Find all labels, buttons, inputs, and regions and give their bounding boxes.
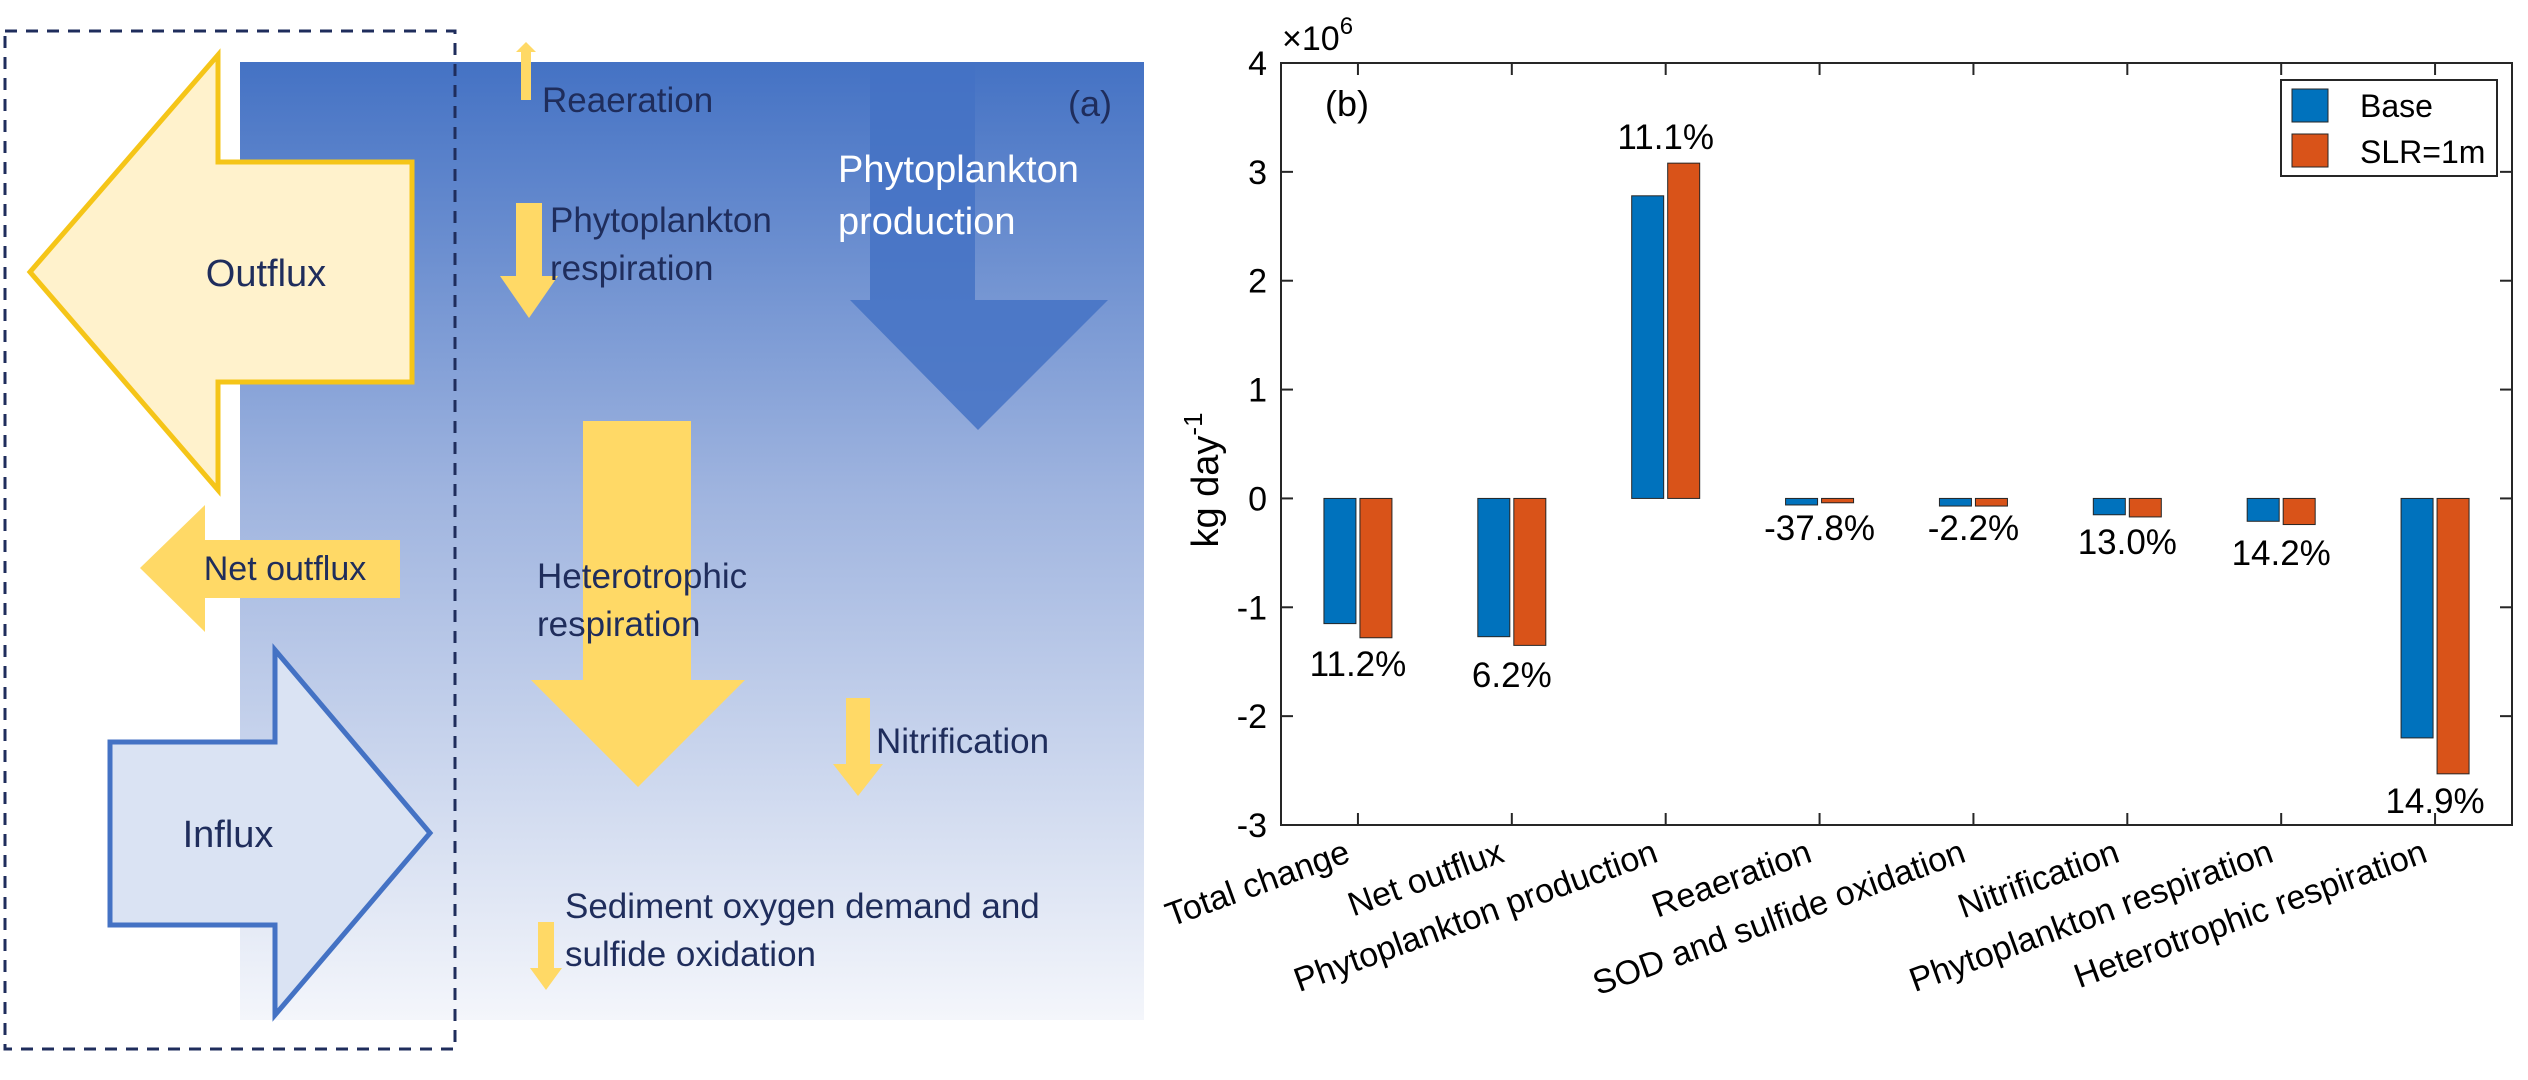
y-axis-label: kg day-1: [1178, 412, 1227, 547]
net-outflux-arrow: [140, 505, 400, 632]
control-volume-box: [3, 29, 457, 1051]
outflux-arrow: [26, 48, 415, 497]
x-tick-label: Total change: [1160, 833, 1354, 935]
bar-base-5: [2092, 497, 2126, 516]
plot-area: [1281, 63, 2512, 825]
y-tick-label: 4: [1248, 45, 1267, 83]
legend-swatch-slr: [2291, 133, 2329, 168]
percent-change-label: 6.2%: [1472, 656, 1552, 695]
y-tick-label: 2: [1248, 263, 1267, 301]
phytoplankton-respiration-label-2: respiration: [550, 249, 713, 288]
heterotrophic-respiration-arrow: [531, 421, 745, 787]
bar-base-4: [1938, 497, 1972, 507]
bar-slr-7: [2436, 497, 2470, 775]
legend: Base SLR=1m: [2280, 79, 2498, 177]
bar-base-0: [1323, 497, 1357, 625]
sod-label-2: sulfide oxidation: [565, 935, 816, 974]
bar-base-3: [1785, 497, 1819, 506]
bar-slr-2: [1667, 162, 1701, 499]
bar-base-2: [1631, 195, 1665, 499]
phytoplankton-production-arrow: [850, 62, 1108, 430]
bars: [1323, 162, 2470, 775]
reaeration-label: Reaeration: [542, 81, 713, 120]
bar-slr-5: [2128, 497, 2162, 518]
sod-arrow: [530, 922, 562, 990]
phytoplankton-production-label-1: Phytoplankton: [838, 149, 1079, 191]
legend-label-slr: SLR=1m: [2360, 134, 2485, 170]
bar-annotations: 11.2% 6.2% 11.1% -37.8% -2.2% 13.0% 14.2% 14.9%: [1310, 118, 2485, 821]
nitrification-arrow: [833, 698, 883, 796]
diagram-panel: Outflux Net outflux Influx Reaeration Ph…: [3, 29, 1144, 1051]
panel-a-label: (a): [1068, 83, 1112, 124]
bar-base-7: [2400, 497, 2434, 739]
y-tick-label: -3: [1237, 807, 1267, 845]
percent-change-label: -2.2%: [1928, 509, 2019, 548]
percent-change-label: 14.2%: [2232, 534, 2331, 573]
heterotrophic-respiration-label-2: respiration: [537, 605, 700, 644]
y-tick-label: 0: [1248, 480, 1267, 518]
percent-change-label: 11.1%: [1617, 118, 1714, 157]
legend-swatch-base: [2291, 88, 2329, 123]
plot-frame: [1280, 62, 2513, 826]
y-tick-label: -1: [1237, 589, 1267, 627]
net-outflux-label: Net outflux: [204, 550, 367, 588]
sod-label-1: Sediment oxygen demand and: [565, 887, 1040, 926]
y-tick-label: -2: [1237, 698, 1267, 736]
bar-slr-4: [1974, 497, 2008, 507]
nitrification-label: Nitrification: [876, 722, 1049, 761]
reaeration-arrow: [516, 42, 536, 100]
percent-change-label: 14.9%: [2385, 782, 2484, 821]
y-exponent-label: ×106: [1282, 13, 1353, 58]
heterotrophic-respiration-label-1: Heterotrophic: [537, 557, 747, 596]
bar-slr-1: [1513, 497, 1547, 646]
percent-change-label: -37.8%: [1764, 509, 1875, 548]
bar-base-1: [1477, 497, 1511, 638]
phytoplankton-respiration-arrow: [500, 203, 558, 318]
outflux-label: Outflux: [206, 253, 326, 295]
influx-arrow: [107, 643, 434, 1022]
bar-slr-0: [1359, 497, 1393, 639]
bar-slr-6: [2282, 497, 2316, 526]
bar-base-6: [2246, 497, 2280, 522]
bar-slr-3: [1821, 497, 1855, 504]
y-tick-label: 3: [1248, 154, 1267, 192]
panel-b-label: (b): [1325, 83, 1369, 124]
legend-label-base: Base: [2360, 88, 2433, 124]
phytoplankton-respiration-label-1: Phytoplankton: [550, 201, 772, 240]
percent-change-label: 13.0%: [2078, 523, 2177, 562]
y-tick-label: 1: [1248, 372, 1267, 410]
influx-label: Influx: [183, 814, 274, 856]
phytoplankton-production-label-2: production: [838, 201, 1015, 243]
percent-change-label: 11.2%: [1310, 645, 1407, 684]
